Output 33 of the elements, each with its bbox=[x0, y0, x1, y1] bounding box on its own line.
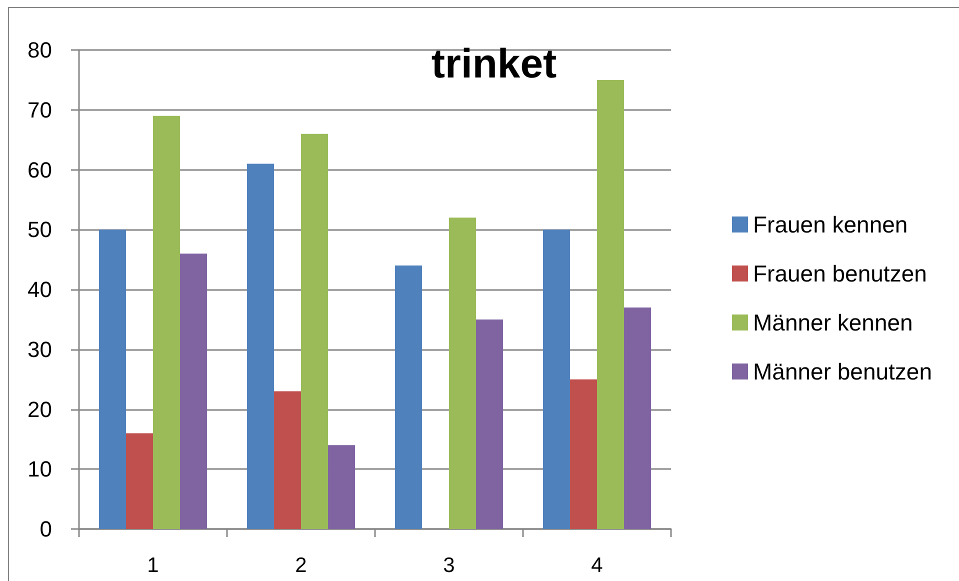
bar bbox=[274, 391, 301, 529]
bar bbox=[301, 134, 328, 529]
legend-label: Frauen benutzen bbox=[753, 260, 927, 286]
bar bbox=[328, 445, 356, 529]
bar bbox=[570, 379, 597, 529]
chart-title: trinket bbox=[431, 40, 557, 86]
x-tick-label: 4 bbox=[591, 554, 604, 577]
y-tick-label: 20 bbox=[28, 396, 52, 422]
x-tick-label: 3 bbox=[443, 554, 455, 577]
y-tick-label: 0 bbox=[40, 516, 52, 542]
bar bbox=[624, 307, 652, 529]
y-tick-label: 30 bbox=[28, 336, 52, 362]
bar bbox=[394, 266, 422, 529]
y-tick-label: 80 bbox=[28, 38, 52, 62]
bar bbox=[126, 433, 153, 529]
bar bbox=[98, 230, 126, 529]
legend-label: Männer benutzen bbox=[753, 358, 932, 384]
y-tick-label: 40 bbox=[28, 277, 52, 302]
y-tick-label: 60 bbox=[28, 157, 52, 182]
bar bbox=[449, 218, 476, 529]
bar bbox=[476, 319, 504, 529]
bar bbox=[597, 80, 624, 529]
legend-label: Männer kennen bbox=[753, 310, 913, 336]
y-tick-label: 70 bbox=[28, 97, 52, 122]
bar bbox=[180, 254, 208, 529]
x-tick-label: 2 bbox=[295, 554, 307, 577]
bar bbox=[153, 116, 180, 529]
x-tick-label: 1 bbox=[147, 554, 159, 577]
bar bbox=[246, 164, 274, 529]
y-tick-label: 10 bbox=[28, 456, 52, 482]
y-tick-label: 50 bbox=[28, 217, 52, 242]
legend-label: Frauen kennen bbox=[753, 212, 908, 238]
bar bbox=[542, 230, 570, 529]
